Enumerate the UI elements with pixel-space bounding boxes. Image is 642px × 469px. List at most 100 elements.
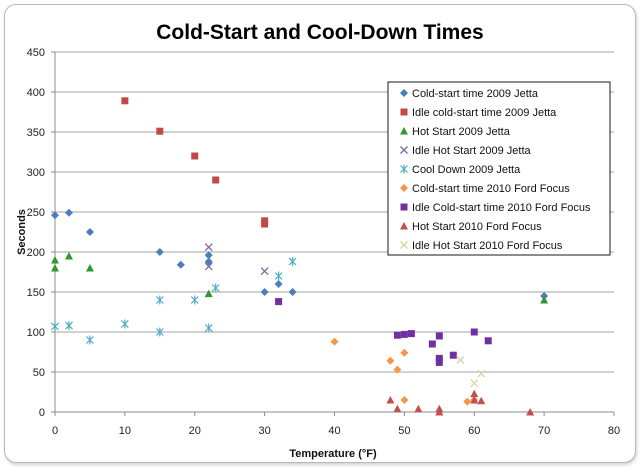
legend-item: Cool Down 2009 Jetta <box>400 164 521 176</box>
data-point <box>463 397 472 406</box>
data-point <box>51 256 59 264</box>
data-point <box>85 228 94 236</box>
data-point <box>393 404 402 413</box>
x-tick-label: 20 <box>189 425 201 437</box>
x-axis-label: Temperature (°F) <box>289 448 377 460</box>
data-point <box>449 351 457 359</box>
data-point <box>386 396 395 404</box>
data-point <box>155 327 164 337</box>
legend-box <box>387 81 611 256</box>
x-tick-label: 40 <box>328 425 340 437</box>
data-point <box>470 379 479 388</box>
legend-marker <box>400 127 408 135</box>
data-point <box>156 127 164 135</box>
data-point <box>477 396 486 405</box>
data-point <box>191 152 199 160</box>
y-tick-label: 50 <box>33 367 45 379</box>
data-point <box>275 298 283 306</box>
data-point <box>470 396 479 404</box>
y-tick-label: 300 <box>27 167 45 179</box>
y-tick-label: 250 <box>27 207 45 219</box>
data-point <box>85 264 94 272</box>
data-point <box>274 271 283 281</box>
data-point <box>211 283 220 293</box>
data-point <box>477 369 486 378</box>
chart-title: Cold-Start and Cool-Down Times <box>156 21 483 44</box>
data-point <box>190 295 199 305</box>
legend-marker <box>400 241 408 249</box>
legend-item: Idle cold-start time 2009 Jetta <box>400 107 557 119</box>
series-2 <box>121 97 269 228</box>
data-point <box>65 321 73 331</box>
data-point <box>204 289 213 298</box>
x-tick-label: 60 <box>468 425 480 437</box>
data-point <box>393 365 402 374</box>
legend-marker <box>400 203 408 211</box>
legend-item: Cold-start time 2009 Jetta <box>400 88 539 100</box>
data-point <box>407 330 415 338</box>
legend-marker <box>400 184 408 192</box>
data-point <box>51 321 59 331</box>
data-point <box>261 220 269 228</box>
y-tick-labels: 0 50 100 150 200 250 300 350 400 450 <box>27 47 45 419</box>
legend-marker <box>400 146 408 154</box>
legend-label: Idle cold-start time 2009 Jetta <box>412 107 557 119</box>
axes <box>51 51 615 416</box>
data-point <box>428 340 436 348</box>
data-point <box>260 267 269 276</box>
data-point <box>176 260 185 269</box>
y-tick-label: 350 <box>27 127 45 139</box>
data-point <box>484 337 492 345</box>
x-tick-label: 10 <box>119 425 131 437</box>
data-point <box>435 332 443 340</box>
legend-marker <box>400 89 408 97</box>
data-point <box>470 389 479 398</box>
y-tick-label: 450 <box>27 47 45 59</box>
data-point <box>64 208 73 217</box>
data-point <box>51 264 59 272</box>
data-point <box>260 288 269 296</box>
data-point <box>86 335 94 345</box>
data-point <box>288 288 297 296</box>
data-points <box>51 97 549 416</box>
series-7 <box>275 298 492 366</box>
x-tick-labels: 0 10 20 30 40 50 60 70 80 <box>52 425 620 437</box>
series-8 <box>386 389 535 416</box>
data-point <box>204 262 213 271</box>
data-point <box>51 211 59 220</box>
data-point <box>212 176 220 184</box>
legend-marker <box>400 164 408 174</box>
y-tick-label: 100 <box>27 327 45 339</box>
data-point <box>400 330 408 338</box>
data-point <box>526 408 535 416</box>
legend: Cold-start time 2009 Jetta Idle cold-star… <box>387 81 611 256</box>
series-6 <box>330 337 479 406</box>
data-point <box>540 296 549 304</box>
data-point <box>435 408 444 416</box>
data-point <box>64 252 73 260</box>
legend-item: Cold-start time 2010 Ford Focus <box>400 183 570 195</box>
y-tick-label: 400 <box>27 87 45 99</box>
data-point <box>456 356 465 364</box>
data-point <box>393 331 401 339</box>
legend-label: Hot Start 2009 Jetta <box>412 126 511 138</box>
data-point <box>155 248 164 256</box>
legend-marker <box>400 222 408 230</box>
legend-item: Idle Hot Start 2010 Ford Focus <box>400 240 563 252</box>
legend-marker <box>400 108 408 116</box>
legend-label: Idle Hot Start 2009 Jetta <box>412 145 532 157</box>
data-point <box>400 396 409 404</box>
y-tick-label: 0 <box>39 407 45 419</box>
data-point <box>274 280 283 288</box>
series-4 <box>204 243 269 276</box>
data-point <box>400 348 409 357</box>
data-point <box>204 243 213 252</box>
x-tick-label: 0 <box>52 425 58 437</box>
x-tick-label: 80 <box>608 425 620 437</box>
series-9 <box>456 356 486 388</box>
data-point <box>204 251 213 260</box>
legend-item: Hot Start 2009 Jetta <box>400 126 511 138</box>
x-tick-label: 50 <box>398 425 410 437</box>
y-axis-label: Seconds <box>16 209 28 255</box>
